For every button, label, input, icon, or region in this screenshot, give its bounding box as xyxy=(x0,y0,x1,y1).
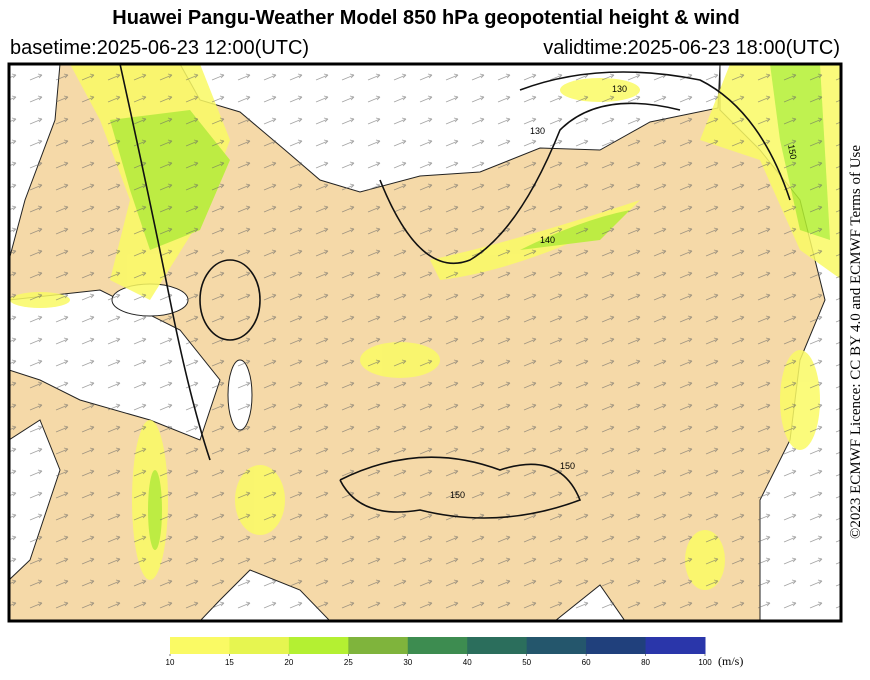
contour-label: 140 xyxy=(540,235,555,245)
colorbar-tick-label: 15 xyxy=(225,658,234,667)
contour-label-group: 130 130 140 150 150 150 xyxy=(450,84,798,500)
colorbar-tick-label: 30 xyxy=(403,658,412,667)
colorbar: 10 15 20 25 30 40 50 60 80 100 xyxy=(166,637,712,667)
colorbar-segment xyxy=(170,637,230,654)
colorbar-tick-label: 100 xyxy=(698,658,712,667)
title: Huawei Pangu-Weather Model 850 hPa geopo… xyxy=(112,7,739,29)
contour-label: 130 xyxy=(530,126,545,136)
colorbar-tick-label: 20 xyxy=(284,658,293,667)
validtime: validtime:2025-06-23 18:00(UTC) xyxy=(543,37,840,59)
colorbar-segment xyxy=(407,637,468,654)
colorbar-tick-label: 10 xyxy=(166,658,175,667)
colorbar-segment xyxy=(586,637,647,654)
colorbar-segment xyxy=(288,637,349,654)
colorbar-tick-label: 25 xyxy=(344,658,353,667)
licence: ©2023 ECMWF Licence: CC BY 4.0 and ECMWF… xyxy=(848,145,864,539)
contour-label: 130 xyxy=(612,84,627,94)
contours xyxy=(119,64,791,519)
map-frame xyxy=(7,62,843,623)
colorbar-tick-label: 40 xyxy=(463,658,472,667)
colorbar-segment xyxy=(467,637,528,654)
contour-label: 150 xyxy=(786,144,798,161)
wind-arrows xyxy=(9,64,841,621)
contour-label: 150 xyxy=(560,461,575,471)
contour-label: 150 xyxy=(450,490,465,500)
colorbar-tick-label: 60 xyxy=(582,658,591,667)
basetime: basetime:2025-06-23 12:00(UTC) xyxy=(10,37,309,59)
colorbar-segment xyxy=(348,637,409,654)
colorbar-unit: (m/s) xyxy=(718,654,743,668)
colorbar-tick-label: 80 xyxy=(641,658,650,667)
map: 130 130 140 150 150 150 xyxy=(9,64,841,621)
colorbar-tick-label: 50 xyxy=(522,658,531,667)
colorbar-segment xyxy=(526,637,587,654)
colorbar-segment xyxy=(645,637,706,654)
colorbar-segment xyxy=(229,637,290,654)
